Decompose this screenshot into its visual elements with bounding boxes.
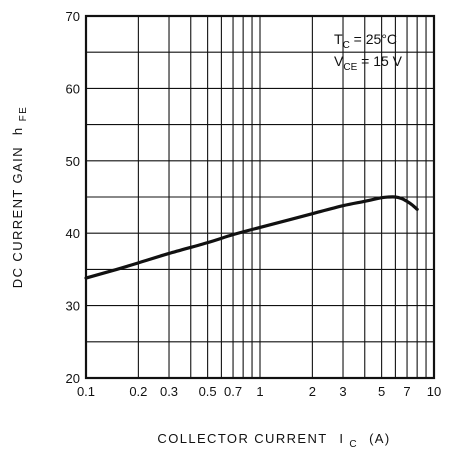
x-tick-label: 10 xyxy=(427,384,441,399)
x-axis-symbol-sub: C xyxy=(349,439,358,450)
condition-symbol: V xyxy=(334,53,344,69)
y-tick-label: 20 xyxy=(66,371,80,386)
condition-symbol-sub: CE xyxy=(343,62,357,73)
x-tick-labels: 0.1 0.2 0.3 0.5 0.7 1 2 3 5 7 10 xyxy=(77,384,441,399)
x-tick-label: 0.1 xyxy=(77,384,95,399)
hfe-curve xyxy=(84,195,419,280)
x-tick-label: 3 xyxy=(339,384,346,399)
y-axis-label: DC CURRENT GAIN xyxy=(10,146,25,288)
y-axis-symbol: h xyxy=(10,126,25,135)
x-tick-label: 0.2 xyxy=(129,384,147,399)
x-tick-label: 0.5 xyxy=(199,384,217,399)
condition-line: VCE = 15 V xyxy=(334,53,403,73)
y-tick-label: 30 xyxy=(66,299,80,314)
condition-value: = 15 V xyxy=(357,53,402,69)
y-tick-label: 60 xyxy=(66,81,80,96)
x-axis-label: COLLECTOR CURRENT xyxy=(157,431,327,446)
x-tick-label: 1 xyxy=(256,384,263,399)
x-tick-label: 5 xyxy=(378,384,385,399)
y-tick-labels: 20 30 40 50 60 70 xyxy=(66,9,80,386)
y-tick-label: 40 xyxy=(66,226,80,241)
y-tick-label: 70 xyxy=(66,9,80,24)
condition-symbol-sub: C xyxy=(343,40,350,51)
condition-symbol: T xyxy=(334,31,343,47)
y-tick-label: 50 xyxy=(66,154,80,169)
x-tick-label: 2 xyxy=(309,384,316,399)
x-tick-label: 0.7 xyxy=(224,384,242,399)
x-axis-title: COLLECTOR CURRENT I C (A) xyxy=(157,431,390,450)
plot-frame xyxy=(84,14,436,380)
x-axis-unit: (A) xyxy=(369,431,391,446)
condition-value: = 25°C xyxy=(350,31,397,47)
x-tick-label: 0.3 xyxy=(160,384,178,399)
x-axis-symbol: I xyxy=(339,431,344,446)
y-axis-symbol-sub: FE xyxy=(18,106,29,122)
x-tick-label: 7 xyxy=(403,384,410,399)
condition-line: TC = 25°C xyxy=(334,31,397,51)
y-axis-title: DC CURRENT GAIN h FE xyxy=(10,106,29,288)
